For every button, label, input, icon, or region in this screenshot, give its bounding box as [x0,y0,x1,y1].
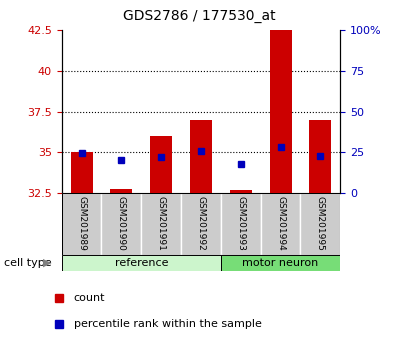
Text: GSM201990: GSM201990 [117,196,126,251]
Bar [111,189,132,193]
Text: GSM201994: GSM201994 [276,196,285,251]
Text: GDS2786 / 177530_at: GDS2786 / 177530_at [123,9,275,23]
Bar [71,152,92,193]
Bar [300,193,340,255]
Text: GSM201995: GSM201995 [316,196,325,251]
Bar [270,30,291,193]
Bar [261,193,300,255]
Text: GSM201992: GSM201992 [197,196,205,251]
Bar [230,190,252,193]
Text: count: count [74,292,105,303]
Text: motor neuron: motor neuron [242,258,319,268]
Bar [221,193,261,255]
Text: reference: reference [115,258,168,268]
Text: GSM201993: GSM201993 [236,196,245,251]
Bar [101,193,141,255]
Bar [150,136,172,193]
Bar [221,255,340,271]
Text: ▶: ▶ [43,258,51,268]
Bar [181,193,221,255]
Text: cell type: cell type [4,258,52,268]
Text: GSM201989: GSM201989 [77,196,86,251]
Text: percentile rank within the sample: percentile rank within the sample [74,319,261,329]
Bar [62,255,221,271]
Bar [190,120,212,193]
Bar [141,193,181,255]
Bar [310,120,332,193]
Bar [62,193,101,255]
Text: GSM201991: GSM201991 [157,196,166,251]
